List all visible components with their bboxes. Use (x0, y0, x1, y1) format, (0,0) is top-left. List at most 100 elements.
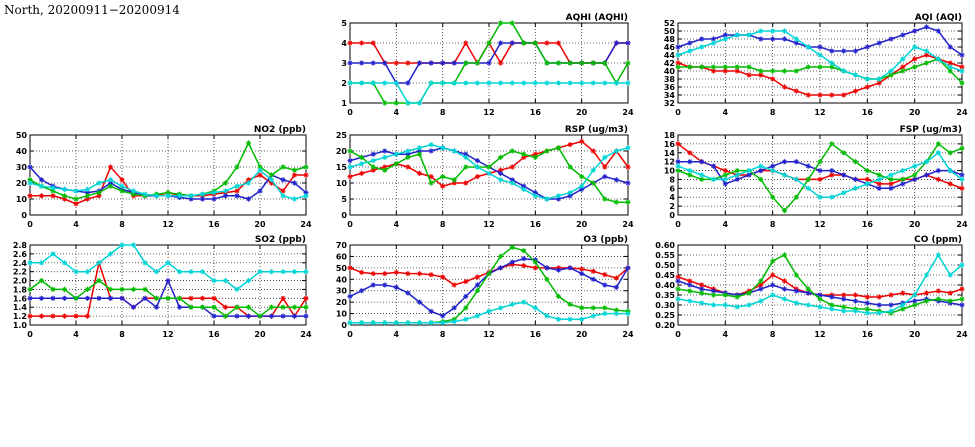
svg-text:20: 20 (336, 147, 348, 156)
svg-text:4: 4 (394, 220, 400, 229)
svg-text:8: 8 (770, 330, 776, 339)
svg-text:30: 30 (336, 287, 348, 296)
svg-text:0: 0 (675, 108, 681, 117)
svg-text:12: 12 (162, 220, 173, 229)
svg-text:1: 1 (341, 99, 347, 108)
chart-svg-so2: 1.01.21.41.61.82.02.22.42.62.8 0 4 8 12 16 20 2… (13, 235, 312, 339)
svg-text:24: 24 (956, 330, 968, 339)
svg-text:12: 12 (483, 330, 494, 339)
svg-text:12: 12 (814, 108, 825, 117)
series-markers-green (27, 278, 309, 319)
svg-text:50: 50 (664, 27, 676, 36)
svg-text:50: 50 (336, 264, 348, 273)
svg-text:60: 60 (336, 252, 348, 261)
chart-o3: 0 10 20 30 40 50 60 70 0 4 8 12 16 20 24 O3 (ppb) (320, 232, 634, 340)
svg-text:12: 12 (814, 220, 825, 229)
series-markers-cyan (347, 142, 631, 202)
svg-text:16: 16 (530, 108, 542, 117)
svg-text:2.2: 2.2 (13, 268, 27, 277)
svg-text:4: 4 (723, 220, 729, 229)
chart-title-co: CO (ppm) (914, 235, 962, 245)
svg-text:20: 20 (909, 108, 921, 117)
svg-text:12: 12 (664, 158, 675, 167)
series-markers-cyan (675, 150, 965, 200)
svg-text:0: 0 (347, 108, 353, 117)
chart-title-aqi: AQI (AQI) (915, 13, 962, 23)
svg-text:6: 6 (669, 184, 675, 193)
svg-text:20: 20 (254, 220, 266, 229)
svg-text:24: 24 (622, 330, 634, 339)
svg-text:8: 8 (669, 175, 675, 184)
svg-text:4: 4 (669, 193, 675, 202)
chart-title-fsp: FSP (ug/m3) (900, 125, 962, 135)
page-title: North, 20200911−20200914 (4, 3, 180, 17)
svg-text:0.30: 0.30 (655, 301, 675, 310)
svg-text:5: 5 (341, 195, 347, 204)
svg-text:42: 42 (664, 59, 675, 68)
chart-so2: 1.0 1.2 1.4 1.6 1.8 2.0 2.2 2.4 2.6 2.8 0 4 8 12 16 20 2… (0, 232, 312, 340)
svg-text:0: 0 (669, 211, 675, 220)
chart-fsp: 0 2 4 6 8 10 12 14 16 18 0 4 8 12 16 20 24 FSP (ug/m3) (648, 122, 968, 230)
svg-text:30: 30 (16, 163, 28, 172)
svg-text:16: 16 (530, 330, 542, 339)
svg-text:4: 4 (341, 39, 347, 48)
svg-text:10: 10 (336, 310, 348, 319)
svg-text:0: 0 (347, 330, 353, 339)
svg-text:8: 8 (770, 108, 776, 117)
chart-no2: 0 10 20 30 40 50 0 4 8 12 16 20 24 NO2 (ppb) (0, 122, 312, 230)
svg-text:12: 12 (483, 220, 494, 229)
svg-text:15: 15 (336, 163, 348, 172)
svg-text:20: 20 (254, 330, 266, 339)
svg-text:0.55: 0.55 (655, 251, 675, 260)
svg-text:16: 16 (862, 220, 874, 229)
svg-text:2: 2 (669, 202, 675, 211)
series-markers-cyan (347, 299, 631, 326)
svg-text:0.20: 0.20 (655, 321, 675, 330)
svg-text:24: 24 (956, 108, 968, 117)
svg-text:1.0: 1.0 (13, 321, 28, 330)
svg-text:50: 50 (16, 131, 28, 140)
svg-text:0: 0 (675, 220, 681, 229)
svg-text:24: 24 (956, 220, 968, 229)
svg-text:0.60: 0.60 (655, 241, 675, 250)
series-markers-cyan (675, 252, 965, 316)
svg-text:16: 16 (208, 220, 220, 229)
svg-text:5: 5 (341, 19, 347, 28)
series-markers-cyan (347, 80, 631, 106)
svg-text:10: 10 (16, 195, 28, 204)
svg-text:34: 34 (664, 91, 676, 100)
svg-text:1.2: 1.2 (13, 312, 27, 321)
chart-svg-rsp: 0 5 10 15 20 25 0 4 8 12 16 20 24 RSP (ug/m3) (336, 125, 634, 229)
svg-text:16: 16 (664, 140, 676, 149)
chart-rsp: 0 5 10 15 20 25 0 4 8 12 16 20 24 RSP (ug/m3) (320, 122, 634, 230)
series-markers-red (347, 138, 631, 189)
svg-text:20: 20 (576, 108, 588, 117)
chart-co: 0.20 0.25 0.30 0.35 0.40 0.45 0.50 0.55 0.60 0 4 8 1… (648, 232, 968, 340)
chart-title-no2: NO2 (ppb) (254, 125, 306, 135)
svg-text:12: 12 (483, 108, 494, 117)
svg-text:3: 3 (341, 59, 347, 68)
svg-text:8: 8 (440, 220, 446, 229)
svg-text:4: 4 (723, 108, 729, 117)
svg-text:0: 0 (27, 220, 33, 229)
chart-svg-co: 0.200.250.300.350.400.450.500.550.60 0 4 8 1… (655, 235, 968, 339)
svg-text:16: 16 (530, 220, 542, 229)
series-markers-cyan (675, 28, 965, 82)
series-markers-green (675, 252, 965, 316)
svg-text:10: 10 (664, 167, 676, 176)
svg-text:20: 20 (576, 330, 588, 339)
svg-text:1.8: 1.8 (13, 285, 28, 294)
svg-text:8: 8 (119, 220, 125, 229)
svg-text:8: 8 (440, 330, 446, 339)
chart-title-o3: O3 (ppb) (583, 235, 628, 245)
svg-text:2.8: 2.8 (13, 241, 28, 250)
svg-text:0: 0 (341, 321, 347, 330)
chart-title-so2: SO2 (ppb) (255, 235, 306, 245)
svg-text:4: 4 (73, 330, 79, 339)
svg-text:0.50: 0.50 (655, 261, 675, 270)
svg-text:24: 24 (622, 108, 634, 117)
series-markers-cyan (27, 167, 309, 202)
